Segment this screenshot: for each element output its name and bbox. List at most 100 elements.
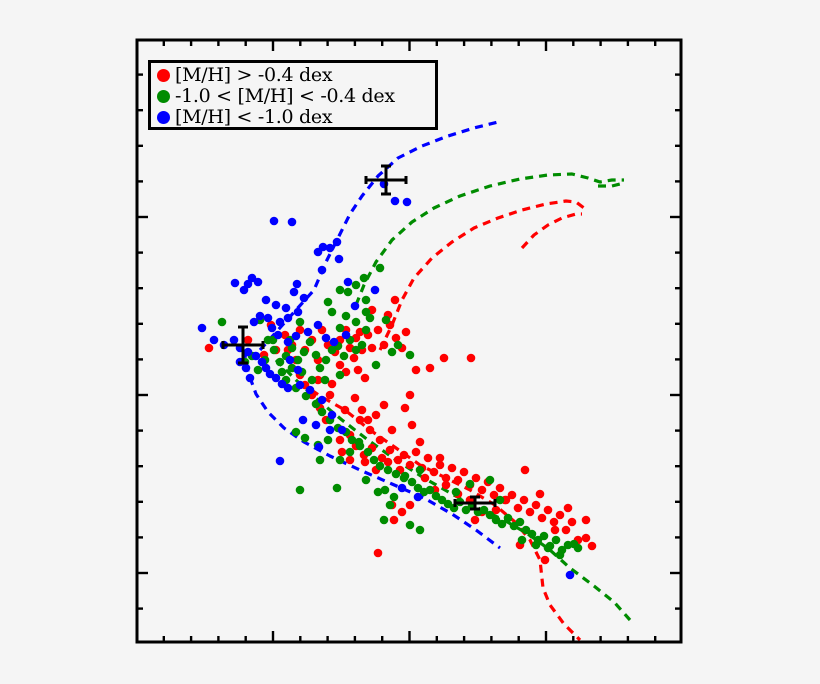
data-point xyxy=(371,410,381,420)
data-point xyxy=(413,492,423,502)
data-point xyxy=(329,337,339,347)
data-point xyxy=(303,327,313,337)
data-point xyxy=(520,465,530,475)
data-point xyxy=(405,460,415,470)
data-point xyxy=(479,505,489,515)
data-point xyxy=(390,295,400,305)
data-point xyxy=(383,465,393,475)
data-point xyxy=(361,295,371,305)
model-track-blue-upper xyxy=(258,120,499,352)
data-point xyxy=(327,379,337,389)
data-point xyxy=(291,331,301,341)
data-point xyxy=(415,437,425,447)
data-point xyxy=(587,541,597,551)
data-point xyxy=(420,473,430,483)
data-point xyxy=(355,415,365,425)
data-point xyxy=(573,543,583,553)
data-point xyxy=(465,479,475,489)
data-point xyxy=(340,405,350,415)
data-point xyxy=(411,365,421,375)
data-point xyxy=(531,540,541,550)
data-point xyxy=(387,425,397,435)
data-point xyxy=(555,550,565,560)
data-point xyxy=(295,485,305,495)
data-point xyxy=(285,355,295,365)
data-point xyxy=(293,355,303,365)
data-point xyxy=(229,335,239,345)
data-point xyxy=(281,303,291,313)
data-point xyxy=(367,343,377,353)
data-point xyxy=(549,517,559,527)
data-point xyxy=(313,375,323,385)
data-point xyxy=(393,340,403,350)
data-point xyxy=(535,489,545,499)
data-point xyxy=(295,317,305,327)
data-points xyxy=(197,179,597,580)
data-point xyxy=(277,367,287,377)
data-point xyxy=(351,317,361,327)
data-point xyxy=(485,475,495,485)
data-point xyxy=(567,517,577,527)
data-point xyxy=(389,492,399,502)
data-point xyxy=(317,265,327,275)
error-bars xyxy=(221,164,497,511)
data-point xyxy=(305,337,315,347)
data-point xyxy=(343,277,353,287)
data-point xyxy=(311,420,321,430)
data-point xyxy=(275,317,285,327)
data-point xyxy=(325,390,335,400)
data-point xyxy=(325,243,335,253)
error-bar xyxy=(221,325,265,365)
data-point xyxy=(275,357,285,367)
data-point xyxy=(357,405,367,415)
data-point xyxy=(335,455,345,465)
data-point xyxy=(397,483,407,493)
data-point xyxy=(363,447,373,457)
data-point xyxy=(255,311,265,321)
data-point xyxy=(313,247,323,257)
data-point xyxy=(402,197,412,207)
data-point xyxy=(291,427,301,437)
data-point xyxy=(441,473,451,483)
data-point xyxy=(230,278,240,288)
data-point xyxy=(540,555,550,565)
error-bar xyxy=(453,495,497,511)
data-point xyxy=(323,297,333,307)
data-point xyxy=(405,390,415,400)
blue-dot-icon xyxy=(157,111,170,124)
data-point xyxy=(347,435,357,445)
data-point xyxy=(400,471,410,481)
data-point xyxy=(507,490,517,500)
data-point xyxy=(271,373,281,383)
data-point xyxy=(491,505,501,515)
data-point xyxy=(383,457,393,467)
data-point xyxy=(537,513,547,523)
data-point xyxy=(343,287,353,297)
data-point xyxy=(543,505,553,515)
data-point xyxy=(379,400,389,410)
data-point xyxy=(361,325,371,335)
data-point xyxy=(307,375,317,385)
data-point xyxy=(271,300,281,310)
data-point xyxy=(407,477,417,487)
data-point xyxy=(373,325,383,335)
data-point xyxy=(325,425,335,435)
data-point xyxy=(341,330,351,340)
data-point xyxy=(317,407,327,417)
data-point xyxy=(334,254,344,264)
data-point xyxy=(243,347,253,357)
data-point xyxy=(335,435,345,445)
data-point xyxy=(551,535,561,545)
data-point xyxy=(249,317,259,327)
data-point xyxy=(359,273,369,283)
data-point xyxy=(375,435,385,445)
data-point xyxy=(360,457,370,467)
data-point xyxy=(495,495,505,505)
data-point xyxy=(466,353,476,363)
data-point xyxy=(411,447,421,457)
data-point xyxy=(539,531,549,541)
legend-label: [M/H] > -0.4 dex xyxy=(175,64,333,86)
data-point xyxy=(317,395,327,405)
data-point xyxy=(390,196,400,206)
model-track-red-lower xyxy=(299,380,582,642)
